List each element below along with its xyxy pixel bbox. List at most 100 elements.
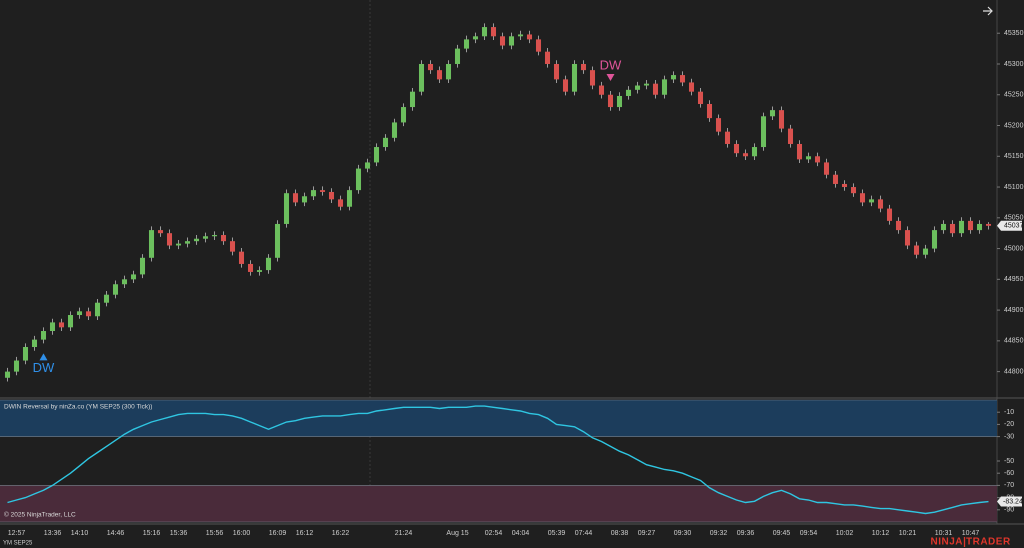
y-tick-label: 44850 (1004, 338, 1024, 345)
x-tick-label: 16:09 (269, 530, 287, 537)
candle-body (283, 193, 290, 224)
x-tick-label: 04:04 (512, 530, 530, 537)
candle-body (94, 302, 101, 317)
candle-body (571, 63, 578, 92)
candle-body (238, 251, 245, 264)
x-tick-label: 07:44 (575, 530, 593, 537)
y-tick-label: 45200 (1004, 122, 1024, 129)
x-tick-label: 02:54 (485, 530, 503, 537)
candle-body (958, 220, 965, 234)
y-tick-label: 45350 (1004, 30, 1024, 37)
x-tick-label: 15:56 (206, 530, 224, 537)
candle-body (103, 294, 110, 303)
y-tick-label: -30 (1004, 433, 1014, 440)
y-tick-label: -20 (1004, 421, 1014, 428)
candle-body (949, 223, 956, 234)
candle-body (256, 270, 263, 272)
candle-body (697, 91, 704, 104)
y-tick-label: 44900 (1004, 307, 1024, 314)
x-tick-label: 16:12 (296, 530, 314, 537)
candle-body (625, 89, 632, 96)
indicator-title: DWIN Reversal by ninZa.co (YM SEP25 (300… (4, 404, 152, 411)
logo-left: NINJA (930, 537, 963, 548)
x-tick-label: 09:30 (674, 530, 692, 537)
candle-body (589, 70, 596, 86)
x-tick-label: 09:54 (800, 530, 818, 537)
y-tick-label: 45100 (1004, 184, 1024, 191)
candle-body (382, 137, 389, 148)
candle-body (121, 279, 128, 285)
x-tick-label: 21:24 (395, 530, 413, 537)
candle-body (715, 118, 722, 132)
candle-body (436, 70, 443, 80)
candle-body (427, 63, 434, 71)
candle-body (751, 147, 758, 157)
candle-body (535, 39, 542, 52)
candle-body (409, 91, 416, 108)
candle-body (328, 191, 335, 200)
candle-body (688, 82, 695, 92)
candle-body (598, 85, 605, 95)
x-tick-label: 12:57 (8, 530, 26, 537)
candle-body (868, 199, 875, 203)
x-tick-label: 05:39 (548, 530, 566, 537)
x-tick-label: 10:12 (872, 530, 890, 537)
candle-body (769, 110, 776, 117)
x-tick-label: Aug 15 (446, 530, 468, 537)
y-tick-label: 45250 (1004, 92, 1024, 99)
candle-body (823, 162, 830, 175)
candle-body (967, 220, 974, 231)
x-tick-label: 15:36 (170, 530, 188, 537)
x-tick-label: 10:21 (899, 530, 917, 537)
candle-body (976, 223, 983, 231)
x-tick-label: 10:47 (962, 530, 980, 537)
signal-arrow (606, 74, 615, 82)
candle-body (337, 199, 344, 207)
candle-body (760, 116, 767, 148)
x-tick-label: 09:45 (773, 530, 791, 537)
x-tick-label: 08:38 (611, 530, 629, 537)
candle-body (877, 199, 884, 209)
plot: 12:57 13:36 14:10 14:46 15:16 15:36 15:56 16:00… (4, 23, 1024, 537)
candle-body (4, 371, 11, 378)
candle-body (373, 147, 380, 163)
candle-body (220, 235, 227, 242)
candle-body (130, 274, 137, 280)
candle-body (985, 223, 992, 226)
candle-body (580, 63, 587, 71)
candle-body (112, 284, 119, 295)
candle-body (895, 220, 902, 231)
candle-body (922, 248, 929, 255)
y-tick-label: -10 (1004, 409, 1014, 416)
candle-body (544, 51, 551, 64)
candle-body (463, 39, 470, 49)
candle-body (49, 322, 56, 332)
y-tick-label: 44950 (1004, 276, 1024, 283)
signal-arrow (39, 353, 48, 361)
candle-body (184, 241, 191, 244)
x-tick-label: 16:00 (233, 530, 251, 537)
candle-body (472, 36, 479, 40)
candle-body (499, 36, 506, 46)
y-tick-label: -50 (1004, 458, 1014, 465)
candle-body (643, 83, 650, 86)
candle-body (265, 257, 272, 271)
y-tick-label: 45050 (1004, 215, 1024, 222)
candle-body (634, 85, 641, 90)
candle-body (193, 238, 200, 242)
x-tick-label: 15:16 (143, 530, 161, 537)
candle-body (274, 223, 281, 258)
x-tick-label: 14:10 (71, 530, 89, 537)
candle-body (670, 75, 677, 80)
x-tick-label: 09:32 (710, 530, 728, 537)
signal-label: DW (600, 57, 622, 72)
candle-body (832, 174, 839, 184)
candle-body (742, 153, 749, 157)
scroll-arrow[interactable] (983, 6, 993, 16)
y-tick-label: 45000 (1004, 245, 1024, 252)
last-value-tag (997, 496, 1022, 507)
candle-body (301, 196, 308, 203)
candle-body (58, 322, 65, 328)
candle-body (940, 223, 947, 231)
